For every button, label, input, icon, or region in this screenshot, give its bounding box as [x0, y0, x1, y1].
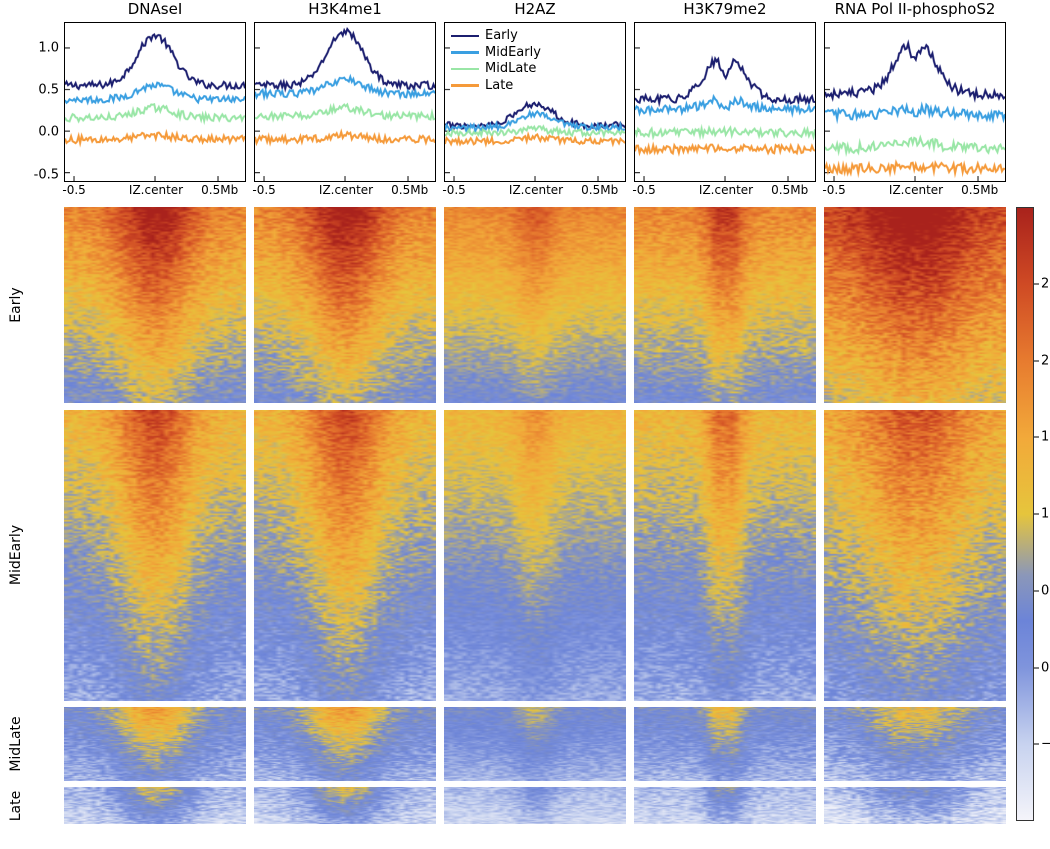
y-tick-label: 1.0 — [38, 41, 65, 56]
x-tick-label: IZ.center — [509, 181, 563, 197]
heatmap-panel — [634, 410, 816, 701]
colorbar-tick — [1034, 437, 1039, 438]
legend-swatch — [451, 35, 479, 38]
x-tick-label: IZ.center — [889, 181, 943, 197]
x-tick-label: -0.5 — [822, 181, 845, 197]
heatmap-panel — [634, 207, 816, 403]
heatmap-panel — [824, 207, 1006, 403]
colorbar-tick — [1034, 360, 1039, 361]
x-tick-label: IZ.center — [129, 181, 183, 197]
line-panel: -0.5IZ.center0.5Mb — [254, 22, 436, 182]
legend-item: Late — [451, 78, 541, 94]
x-tick-label: 0.5Mb — [771, 181, 808, 197]
line-panel: -0.5IZ.center0.5Mb — [824, 22, 1006, 182]
line-panel: -0.5IZ.center0.5Mb — [634, 22, 816, 182]
y-tick-label: 0.0 — [38, 125, 65, 140]
row-label: Early — [8, 265, 24, 345]
y-tick-label: -0.5 — [34, 167, 65, 182]
colorbar-tick-label: −0.5 — [1041, 737, 1050, 752]
heatmap-panel — [634, 707, 816, 781]
row-label: Late — [8, 766, 24, 846]
legend-label: Early — [485, 28, 518, 44]
x-tick-label: -0.5 — [632, 181, 655, 197]
legend-item: Early — [451, 28, 541, 44]
legend: EarlyMidEarlyMidLateLate — [451, 27, 541, 94]
colorbar-tick-label: 1.0 — [1041, 507, 1050, 522]
heatmap-panel: -0.5IZ.center0.5Mb — [444, 787, 626, 824]
colorbar-tick-label: 1.5 — [1041, 430, 1050, 445]
legend-swatch — [451, 51, 479, 54]
colorbar-tick-label: 2.5 — [1041, 276, 1050, 291]
colorbar: −0.50.00.51.01.52.02.5 — [1016, 207, 1034, 821]
heatmap-panel — [64, 207, 246, 403]
x-tick-label: -0.5 — [442, 181, 465, 197]
x-tick-label: -0.5 — [252, 181, 275, 197]
colorbar-tick — [1034, 590, 1039, 591]
heatmap-panel — [444, 707, 626, 781]
column-title: H3K4me1 — [254, 0, 436, 18]
column-title: H2AZ — [444, 0, 626, 18]
heatmap-panel — [824, 707, 1006, 781]
colorbar-tick-label: 0.0 — [1041, 660, 1050, 675]
line-panel: -0.50.00.51.0-0.5IZ.center0.5Mb — [64, 22, 246, 182]
heatmap-panel — [64, 410, 246, 701]
legend-swatch — [451, 84, 479, 87]
x-tick-label: 0.5Mb — [961, 181, 998, 197]
column-title: DNAseI — [64, 0, 246, 18]
legend-swatch — [451, 68, 479, 71]
x-tick-label: -0.5 — [62, 181, 85, 197]
row-label: MidEarly — [8, 515, 24, 595]
heatmap-panel: -0.5IZ.center0.5Mb — [64, 787, 246, 824]
y-tick-label: 0.5 — [38, 83, 65, 98]
heatmap-panel: -0.5IZ.center0.5Mb — [254, 787, 436, 824]
colorbar-tick — [1034, 283, 1039, 284]
column-title: H3K79me2 — [634, 0, 816, 18]
x-tick-label: IZ.center — [319, 181, 373, 197]
heatmap-panel — [254, 410, 436, 701]
x-tick-label: 0.5Mb — [581, 181, 618, 197]
x-tick-label: 0.5Mb — [391, 181, 428, 197]
heatmap-panel: -0.5IZ.center0.5Mb — [634, 787, 816, 824]
legend-item: MidEarly — [451, 45, 541, 61]
x-tick-label: 0.5Mb — [201, 181, 238, 197]
heatmap-panel — [254, 707, 436, 781]
figure-root: DNAseI H3K4me1 H2AZ H3K79me2 RNA Pol II-phos… — [0, 0, 1050, 849]
heatmap-panel — [64, 707, 246, 781]
legend-label: Late — [485, 78, 513, 94]
colorbar-tick-label: 2.0 — [1041, 353, 1050, 368]
heatmap-panel — [444, 207, 626, 403]
heatmap-panel: -0.5IZ.center0.5Mb — [824, 787, 1006, 824]
legend-label: MidLate — [485, 61, 536, 77]
heatmap-panel — [444, 410, 626, 701]
legend-label: MidEarly — [485, 45, 541, 61]
heatmap-panel — [824, 410, 1006, 701]
colorbar-gradient — [1016, 207, 1034, 821]
colorbar-tick-label: 0.5 — [1041, 583, 1050, 598]
legend-item: MidLate — [451, 61, 541, 77]
colorbar-tick — [1034, 744, 1039, 745]
x-tick-label: IZ.center — [699, 181, 753, 197]
heatmap-panel — [254, 207, 436, 403]
colorbar-tick — [1034, 667, 1039, 668]
column-title: RNA Pol II-phosphoS2 — [824, 0, 1006, 18]
line-panel: -0.5IZ.center0.5MbEarlyMidEarlyMidLateLa… — [444, 22, 626, 182]
colorbar-tick — [1034, 514, 1039, 515]
